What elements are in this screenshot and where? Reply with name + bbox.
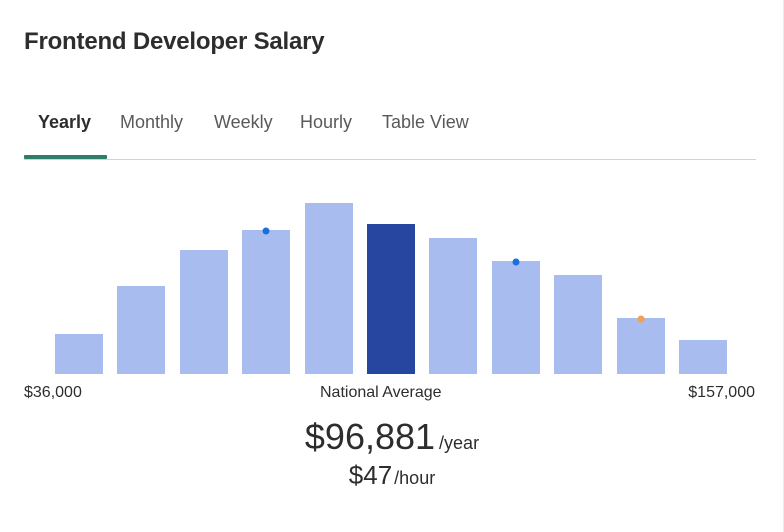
histogram-bar[interactable]	[679, 340, 727, 374]
page-title: Frontend Developer Salary	[24, 28, 325, 55]
tabs-divider	[24, 159, 756, 160]
histogram-bar[interactable]	[179, 250, 228, 374]
yearly-salary-unit: /year	[439, 433, 480, 453]
tab-weekly[interactable]: Weekly	[214, 112, 273, 132]
histogram-bar[interactable]	[304, 203, 353, 374]
histogram-bar[interactable]	[242, 230, 291, 374]
blue-marker-dot	[512, 258, 520, 266]
bar-national-average[interactable]	[367, 224, 415, 374]
histogram-bar[interactable]	[117, 286, 166, 374]
hourly-salary-amount: $47	[348, 460, 393, 490]
yearly-salary-amount: $96,881	[304, 416, 436, 457]
tab-monthly[interactable]: Monthly	[120, 112, 184, 132]
blue-marker-dot	[262, 227, 270, 235]
orange-marker-dot	[637, 315, 645, 323]
hourly-salary: $47/hour	[0, 460, 784, 491]
histogram-bar[interactable]	[554, 275, 603, 374]
max-salary-label: $157,000	[688, 384, 755, 401]
tab-table-view[interactable]: Table View	[382, 112, 469, 132]
salary-distribution-chart	[0, 180, 784, 374]
hourly-salary-unit: /hour	[394, 468, 436, 488]
histogram-bar[interactable]	[429, 238, 478, 374]
period-tabs: Yearly Monthly Weekly Hourly Table View	[24, 100, 756, 160]
histogram-bar[interactable]	[616, 318, 665, 374]
histogram-bar[interactable]	[491, 261, 540, 374]
active-tab-indicator	[24, 155, 107, 159]
tab-yearly[interactable]: Yearly	[38, 112, 92, 132]
min-salary-label: $36,000	[24, 384, 82, 401]
tab-hourly[interactable]: Hourly	[300, 112, 353, 132]
histogram-bar[interactable]	[55, 334, 103, 374]
national-average-label: National Average	[320, 384, 442, 401]
yearly-salary: $96,881/year	[0, 416, 784, 458]
